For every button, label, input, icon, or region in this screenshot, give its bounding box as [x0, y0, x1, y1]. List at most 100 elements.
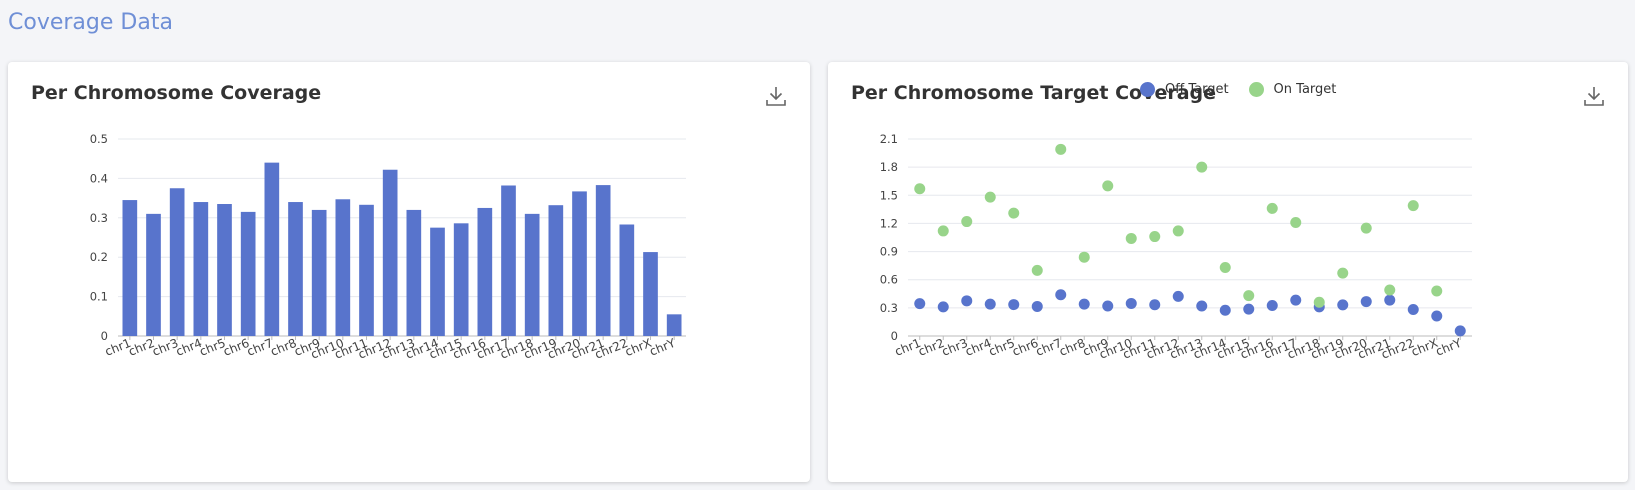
point-off-chr17[interactable]: [1290, 294, 1302, 306]
bar-chr3[interactable]: [169, 188, 185, 336]
y-tick-label: 0.5: [90, 132, 108, 146]
bar-chr14[interactable]: [430, 227, 445, 336]
bar-chr13[interactable]: [406, 209, 422, 336]
point-off-chr12[interactable]: [1172, 290, 1184, 302]
point-off-chr5[interactable]: [1008, 299, 1020, 311]
y-tick-label: 0.9: [880, 245, 898, 259]
card-title: Per Chromosome Target Coverage: [851, 82, 1217, 104]
bar-chr18[interactable]: [524, 213, 540, 336]
point-on-chr9[interactable]: [1102, 180, 1114, 192]
point-on-chrX[interactable]: [1431, 285, 1443, 297]
point-on-chr2[interactable]: [937, 225, 949, 237]
y-tick-label: 0: [101, 329, 108, 343]
y-tick-label: 0.2: [90, 250, 108, 264]
y-tick-label: 0.1: [90, 290, 108, 304]
bar-chr12[interactable]: [382, 169, 398, 336]
point-off-chr7[interactable]: [1055, 289, 1067, 301]
point-on-chr8[interactable]: [1078, 251, 1090, 263]
legend-marker: [1140, 82, 1155, 97]
point-on-chr3[interactable]: [961, 216, 973, 228]
bar-chr6[interactable]: [240, 211, 256, 336]
point-on-chr11[interactable]: [1149, 231, 1161, 243]
bar-chr19[interactable]: [548, 205, 564, 336]
point-off-chr8[interactable]: [1078, 298, 1090, 310]
point-off-chr19[interactable]: [1337, 299, 1349, 311]
point-off-chr2[interactable]: [937, 301, 949, 313]
point-off-chr16[interactable]: [1266, 300, 1278, 312]
chart-legend: Off Target On Target: [1140, 82, 1356, 97]
bar-chr16[interactable]: [477, 207, 493, 336]
point-on-chr12[interactable]: [1172, 225, 1184, 237]
legend-item-on-target[interactable]: On Target: [1248, 82, 1337, 97]
bar-chrY[interactable]: [666, 314, 682, 336]
y-tick-label: 2.1: [880, 132, 898, 146]
point-on-chr22[interactable]: [1407, 200, 1419, 212]
card-title: Per Chromosome Coverage: [31, 82, 322, 104]
bar-chr4[interactable]: [193, 202, 209, 336]
point-off-chr4[interactable]: [984, 298, 996, 310]
point-on-chr17[interactable]: [1290, 216, 1302, 228]
point-off-chr22[interactable]: [1407, 303, 1419, 315]
point-off-chr9[interactable]: [1102, 300, 1114, 312]
bar-chr8[interactable]: [288, 202, 303, 336]
x-tick-label: chrY: [648, 336, 678, 359]
point-on-chr4[interactable]: [984, 191, 996, 203]
page-title: Coverage Data: [8, 10, 173, 35]
point-off-chr3[interactable]: [961, 295, 973, 307]
point-on-chr7[interactable]: [1055, 143, 1067, 155]
point-on-chr5[interactable]: [1008, 207, 1020, 219]
y-tick-label: 0.3: [90, 211, 108, 225]
download-button[interactable]: [764, 84, 788, 108]
bar-chr17[interactable]: [501, 185, 516, 336]
bar-chr21[interactable]: [595, 185, 611, 336]
bar-chr7[interactable]: [264, 162, 280, 336]
x-tick-label: chrY: [1434, 336, 1464, 359]
legend-label: On Target: [1273, 82, 1337, 97]
point-on-chr10[interactable]: [1125, 232, 1137, 244]
point-on-chr15[interactable]: [1243, 290, 1255, 302]
bar-chr5[interactable]: [217, 204, 232, 336]
bar-chr2[interactable]: [146, 213, 161, 336]
point-off-chr6[interactable]: [1031, 300, 1043, 312]
point-off-chr1[interactable]: [914, 298, 926, 310]
point-off-chr21[interactable]: [1384, 294, 1396, 306]
point-on-chr13[interactable]: [1196, 161, 1208, 173]
bar-chr20[interactable]: [572, 191, 587, 336]
y-tick-label: 1.8: [880, 160, 898, 174]
y-tick-label: 1.5: [880, 188, 898, 202]
point-on-chr16[interactable]: [1266, 202, 1278, 214]
point-off-chr10[interactable]: [1125, 297, 1137, 309]
point-off-chr20[interactable]: [1360, 296, 1372, 308]
bar-chr1[interactable]: [122, 200, 138, 336]
bar-chr15[interactable]: [453, 223, 469, 336]
bar-chrX[interactable]: [643, 252, 658, 336]
legend-item-off-target[interactable]: Off Target: [1140, 82, 1229, 97]
point-on-chr21[interactable]: [1384, 284, 1396, 296]
download-button[interactable]: [1582, 84, 1606, 108]
download-icon: [766, 87, 786, 106]
bar-chr11[interactable]: [359, 204, 374, 336]
y-tick-label: 0.4: [90, 171, 108, 185]
point-on-chr14[interactable]: [1219, 262, 1231, 274]
point-on-chr1[interactable]: [914, 183, 926, 195]
point-on-chr20[interactable]: [1360, 222, 1372, 234]
download-icon: [1584, 87, 1604, 106]
point-off-chrX[interactable]: [1431, 310, 1443, 322]
bar-chr9[interactable]: [311, 209, 327, 336]
y-tick-label: 0.6: [880, 273, 898, 287]
point-off-chr13[interactable]: [1196, 300, 1208, 312]
y-tick-label: 0: [891, 329, 898, 343]
point-on-chr18[interactable]: [1313, 296, 1325, 308]
legend-label: Off Target: [1165, 82, 1229, 97]
bar-chr10[interactable]: [335, 199, 351, 336]
bar-chr22[interactable]: [619, 224, 635, 336]
bar-chart: 00.10.20.30.40.5chr1chr2chr3chr4chr5chr6…: [90, 132, 686, 362]
point-on-chr6[interactable]: [1031, 264, 1043, 276]
point-off-chr11[interactable]: [1149, 299, 1161, 311]
point-on-chr19[interactable]: [1337, 267, 1349, 279]
legend-marker: [1248, 82, 1264, 97]
scatter-chart: 00.30.60.91.21.51.82.1chr1chr2chr3chr4ch…: [880, 132, 1472, 362]
point-off-chr14[interactable]: [1219, 304, 1231, 316]
point-off-chr15[interactable]: [1243, 303, 1255, 315]
point-off-chrY[interactable]: [1454, 325, 1466, 337]
